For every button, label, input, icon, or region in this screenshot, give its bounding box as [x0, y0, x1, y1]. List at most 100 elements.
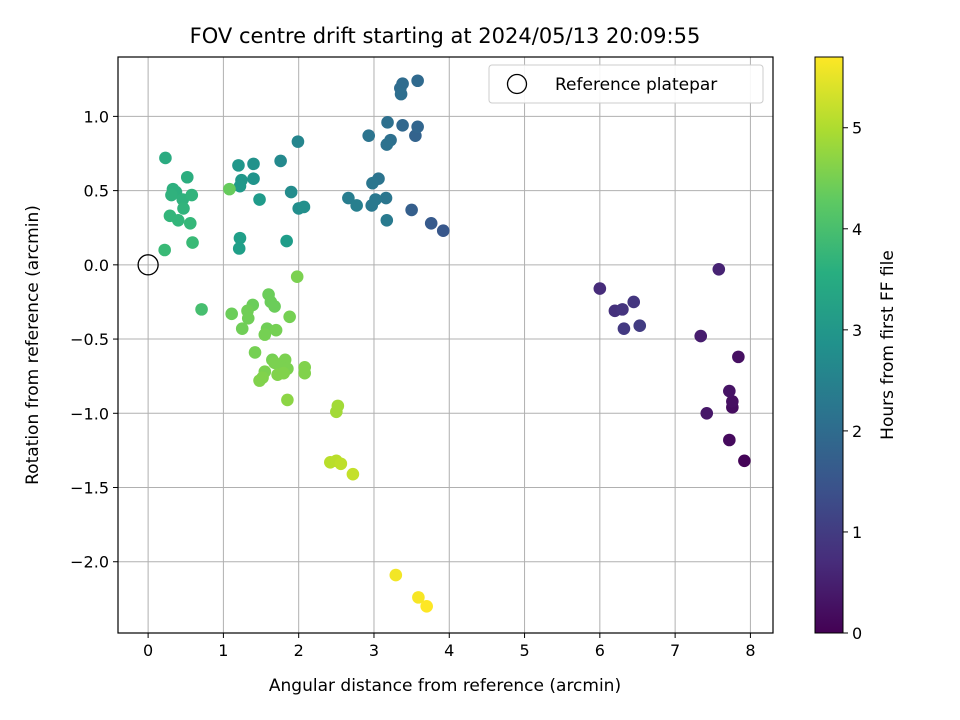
- scatter-point: [232, 159, 245, 172]
- scatter-point: [180, 170, 194, 184]
- x-axis-ticks: 0 1 2 3 4 5 6 7 8: [143, 633, 756, 660]
- colorbar: 0 1 2 3 4 5 Hours from first FF file: [814, 56, 898, 643]
- legend-label-reference: Reference platepar: [555, 75, 717, 95]
- scatter-point: [396, 118, 409, 132]
- scatter-point: [726, 395, 739, 408]
- x-axis-label: Angular distance from reference (arcmin): [269, 676, 621, 696]
- scatter-point: [298, 366, 312, 380]
- colorbar-tick-label: 3: [852, 321, 862, 340]
- scatter-point: [233, 231, 247, 245]
- scatter-point: [436, 224, 450, 237]
- legend-box: [488, 64, 764, 104]
- scatter-point: [723, 384, 736, 398]
- x-tick-label: 0: [143, 641, 153, 660]
- scatter-point: [247, 157, 260, 171]
- colorbar-ticks: 0 1 2 3 4 5: [843, 119, 862, 643]
- scatter-point: [389, 568, 403, 582]
- scatter-point: [258, 328, 272, 341]
- scatter-point: [253, 374, 266, 387]
- scatter-point: [177, 202, 190, 215]
- scatter-point: [420, 599, 433, 613]
- scatter-point: [627, 295, 641, 309]
- scatter-point: [346, 467, 360, 481]
- scatter-point: [165, 188, 178, 202]
- scatter-point: [342, 191, 355, 205]
- scatter-point: [280, 234, 293, 248]
- scatter-point: [394, 87, 408, 101]
- y-tick-label: −1.5: [70, 479, 109, 498]
- x-tick-label: 4: [444, 641, 454, 660]
- scatter-point: [405, 203, 418, 217]
- scatter-point: [159, 151, 172, 165]
- scatter-point: [158, 243, 171, 257]
- legend: Reference platepar: [488, 64, 764, 104]
- scatter-point: [195, 303, 208, 316]
- scatter-point: [732, 350, 745, 364]
- legend-marker-reference: [506, 73, 528, 95]
- scatter-point: [225, 307, 238, 321]
- y-tick-label: −1.0: [70, 404, 109, 423]
- x-tick-label: 7: [670, 641, 680, 660]
- colorbar-tick-label: 1: [852, 523, 862, 542]
- scatter-point: [593, 282, 607, 295]
- scatter-point: [700, 406, 714, 420]
- scatter-point: [380, 138, 394, 151]
- x-tick-label: 3: [369, 641, 379, 660]
- scatter-point: [334, 457, 348, 471]
- y-tick-label: 0.5: [84, 182, 109, 201]
- x-tick-label: 1: [218, 641, 228, 660]
- scatter-point: [297, 200, 311, 214]
- scatter-point: [241, 311, 255, 325]
- y-tick-label: −2.0: [70, 553, 109, 572]
- colorbar-label: Hours from first FF file: [878, 250, 898, 440]
- colorbar-tick-label: 4: [852, 220, 862, 239]
- colorbar-tick-label: 5: [852, 119, 862, 138]
- data-points: [158, 74, 751, 613]
- x-tick-label: 2: [294, 641, 304, 660]
- scatter-point: [268, 300, 281, 313]
- scatter-point: [233, 179, 247, 193]
- scatter-point: [712, 262, 726, 276]
- scatter-point: [248, 346, 262, 359]
- scatter-point: [738, 454, 751, 468]
- scatter-point: [186, 236, 199, 249]
- y-axis-ticks: 1.0 0.5 0.0 −0.5 −1.0 −1.5 −2.0: [70, 107, 118, 572]
- scatter-point: [281, 393, 294, 407]
- scatter-point: [424, 216, 438, 230]
- scatter-point: [232, 242, 246, 255]
- colorbar-tick-label: 0: [852, 624, 862, 643]
- scatter-point: [283, 310, 296, 324]
- scatter-point: [235, 322, 249, 335]
- x-tick-label: 6: [595, 641, 605, 660]
- y-tick-label: −0.5: [70, 330, 109, 349]
- scatter-point: [380, 213, 394, 227]
- scatter-point: [284, 185, 298, 199]
- reference-platepar-marker: [137, 254, 159, 276]
- colorbar-tick-label: 2: [852, 422, 862, 441]
- scatter-point: [223, 182, 236, 196]
- scatter-point: [274, 154, 287, 168]
- colorbar-gradient: [814, 56, 844, 634]
- scatter-point: [171, 213, 185, 227]
- scatter-point: [183, 216, 197, 230]
- scatter-point: [617, 322, 631, 335]
- x-tick-label: 5: [519, 641, 529, 660]
- scatter-point: [291, 135, 305, 148]
- scatter-point: [379, 191, 393, 205]
- scatter-point: [412, 591, 425, 604]
- scatter-point: [411, 74, 424, 88]
- scatter-point: [185, 188, 199, 202]
- scatter-point: [366, 176, 379, 190]
- y-tick-label: 1.0: [84, 107, 109, 126]
- scatter-point: [269, 323, 283, 337]
- plot-frame: [117, 56, 774, 634]
- scatter-point: [411, 120, 424, 134]
- scatter-point: [365, 199, 379, 212]
- scatter-point: [350, 199, 363, 212]
- scatter-point: [633, 319, 647, 333]
- scatter-point: [381, 116, 394, 129]
- reference-marker-layer: [137, 254, 159, 276]
- grid-lines: [118, 57, 773, 633]
- y-axis-label: Rotation from reference (arcmin): [23, 205, 43, 485]
